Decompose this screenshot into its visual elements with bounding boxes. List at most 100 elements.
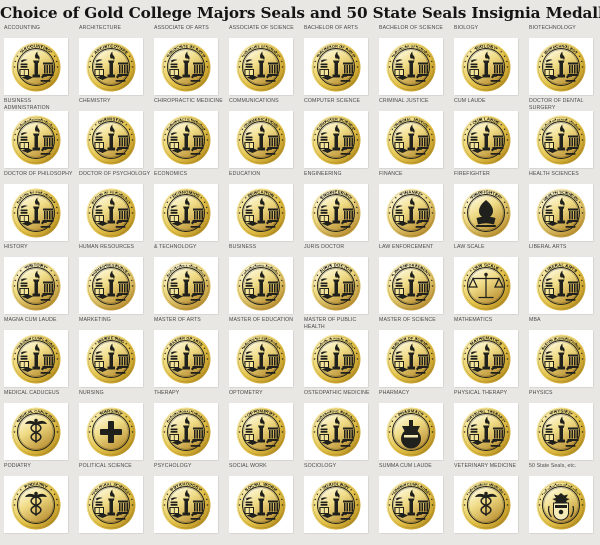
seal-tile[interactable]: OCCUPATIONAL THERAPY [154, 403, 218, 461]
seal-cell[interactable]: VETERINARY MEDICINE VETERINARY MEDICINE [452, 463, 527, 536]
seal-tile[interactable]: HISTORY [4, 257, 68, 315]
seal-cell[interactable]: POLITICAL SCIENCE POLITICAL SCIENCE [77, 463, 152, 536]
seal-tile[interactable]: COMMUNICATIONS [229, 111, 293, 169]
seal-cell[interactable]: HISTORY HISTORY [2, 244, 77, 317]
seal-tile[interactable]: PODIATRY [4, 476, 68, 534]
seal-cell[interactable]: THERAPY OCCUPATIONAL THERAPY [152, 390, 227, 463]
seal-cell[interactable]: FIREFIGHTER FIREFIGHTER [452, 171, 527, 244]
seal-cell[interactable]: MAGNA CUM LAUDE MAGNA CUM LAUDE [2, 317, 77, 390]
seal-cell[interactable]: CUM LAUDE CUM LAUDE [452, 98, 527, 171]
seal-tile[interactable]: MASTER BUSINESS ADMIN [529, 330, 593, 388]
seal-tile[interactable]: PHARMACY [379, 403, 443, 461]
seal-tile[interactable]: SUMMA CUM LAUDE [379, 476, 443, 534]
seal-cell[interactable]: NURSING NURSING [77, 390, 152, 463]
seal-cell[interactable]: LAW ENFORCEMENT LAW ENFORCEMENT [377, 244, 452, 317]
seal-tile[interactable]: POLITICAL SCIENCE [79, 476, 143, 534]
seal-cell[interactable]: CRIMINAL JUSTICE CRIMINAL JUSTICE [377, 98, 452, 171]
seal-tile[interactable]: OSTEOPATHIC MEDICINE [304, 403, 368, 461]
seal-tile[interactable]: FINANCE [379, 184, 443, 242]
seal-tile[interactable]: ECONOMICS [154, 184, 218, 242]
seal-tile[interactable]: PSYCHOLOGY [154, 476, 218, 534]
seal-cell[interactable]: 50 State Seals, etc. THE GREAT SEAL OF T… [527, 463, 600, 536]
seal-tile[interactable]: MASTER OF ARTS [154, 330, 218, 388]
seal-cell[interactable]: BACHELOR OF SCIENCE BACHELOR OF SCIENCE [377, 25, 452, 98]
seal-cell[interactable]: PHYSICS PHYSICS [527, 390, 600, 463]
seal-cell[interactable]: SOCIAL WORK SOCIAL WORK [227, 463, 302, 536]
seal-tile[interactable]: CUM LAUDE [454, 111, 518, 169]
seal-tile[interactable]: BACHELOR OF SCIENCE [379, 38, 443, 96]
seal-tile[interactable]: LAW SCALE [454, 257, 518, 315]
seal-cell[interactable]: MEDICAL CADUCEUS MEDICAL CADUCEUS [2, 390, 77, 463]
seal-cell[interactable]: PSYCHOLOGY PSYCHOLOGY [152, 463, 227, 536]
seal-tile[interactable]: ASSOCIATE OF SCIENCE [229, 38, 293, 96]
seal-tile[interactable]: HUMAN RESOURCES [79, 257, 143, 315]
seal-tile[interactable]: PHYSICAL THERAPY [454, 403, 518, 461]
seal-cell[interactable]: COMMUNICATIONS COMMUNICATIONS [227, 98, 302, 171]
seal-cell[interactable]: MARKETING MARKETING [77, 317, 152, 390]
seal-cell[interactable]: OSTEOPATHIC MEDICINE OSTEOPATHIC MEDICIN… [302, 390, 377, 463]
seal-cell[interactable]: ECONOMICS ECONOMICS [152, 171, 227, 244]
seal-tile[interactable]: COMPUTER SCIENCE [304, 111, 368, 169]
seal-cell[interactable]: DOCTOR OF DENTAL SURGERY DOCTOR OF DENTA… [527, 98, 600, 171]
seal-tile[interactable]: VETERINARY MEDICINE [454, 476, 518, 534]
seal-tile[interactable]: ACCOUNTING [4, 38, 68, 96]
seal-tile[interactable]: DOCTOR OF PHILOSOPHY [4, 184, 68, 242]
seal-cell[interactable]: BUSINESS ADMINISTRATION BUSINESS ADMINIS… [2, 98, 77, 171]
seal-tile[interactable]: LAW ENFORCEMENT [379, 257, 443, 315]
seal-tile[interactable]: NURSING [79, 403, 143, 461]
seal-tile[interactable]: MASTER OF EDUCATION [229, 330, 293, 388]
seal-cell[interactable]: OPTOMETRY OPTOMETRY [227, 390, 302, 463]
seal-tile[interactable]: ENGINEERING [304, 184, 368, 242]
seal-cell[interactable]: & TECHNOLOGY INFO SYSTEMS & TECHNOLOGY [152, 244, 227, 317]
seal-cell[interactable]: HEALTH SCIENCES HEALTH SCIENCES [527, 171, 600, 244]
seal-cell[interactable]: JURIS DOCTOR JURIS DOCTOR [302, 244, 377, 317]
seal-cell[interactable]: PHYSICAL THERAPY PHYSICAL THERAPY [452, 390, 527, 463]
seal-cell[interactable]: PODIATRY PODIATRY [2, 463, 77, 536]
seal-cell[interactable]: MASTER OF ARTS MASTER OF ARTS [152, 317, 227, 390]
seal-tile[interactable]: ASSOCIATE OF ARTS [154, 38, 218, 96]
seal-tile[interactable]: INFO SYSTEMS & TECHNOLOGY [154, 257, 218, 315]
seal-tile[interactable]: CHEMISTRY [79, 111, 143, 169]
seal-tile[interactable]: FIREFIGHTER [454, 184, 518, 242]
seal-tile[interactable]: BACHELOR OF ARTS [304, 38, 368, 96]
seal-cell[interactable]: CHIROPRACTIC MEDICINE CHIROPRACTIC MEDIC… [152, 98, 227, 171]
seal-cell[interactable]: BUSINESS INTERNATIONAL BUSINESS [227, 244, 302, 317]
seal-cell[interactable]: BIOLOGY BIOLOGY [452, 25, 527, 98]
seal-tile[interactable]: INTERNATIONAL BUSINESS [229, 257, 293, 315]
seal-tile[interactable]: MASTER OF PUBLIC HEALTH [304, 330, 368, 388]
seal-cell[interactable]: SOCIOLOGY SOCIOLOGY [302, 463, 377, 536]
seal-cell[interactable]: SUMMA CUM LAUDE SUMMA CUM LAUDE [377, 463, 452, 536]
seal-cell[interactable]: LAW SCALE LAW SCALE [452, 244, 527, 317]
seal-tile[interactable]: SOCIOLOGY [304, 476, 368, 534]
seal-tile[interactable]: CHIROPRACTIC MEDICINE [154, 111, 218, 169]
seal-cell[interactable]: PHARMACY PHARMACY [377, 390, 452, 463]
seal-tile[interactable]: JURIS DOCTOR [304, 257, 368, 315]
seal-cell[interactable]: HUMAN RESOURCES HUMAN RESOURCES [77, 244, 152, 317]
seal-cell[interactable]: CHEMISTRY CHEMISTRY [77, 98, 152, 171]
seal-tile[interactable]: HEALTH SCIENCES [529, 184, 593, 242]
seal-tile[interactable]: PHYSICS [529, 403, 593, 461]
seal-tile[interactable]: MATHEMATICS [454, 330, 518, 388]
seal-cell[interactable]: ARCHITECTURE ARCHITECTURE [77, 25, 152, 98]
seal-tile[interactable]: MARKETING [79, 330, 143, 388]
seal-cell[interactable]: BACHELOR OF ARTS BACHELOR OF ARTS [302, 25, 377, 98]
seal-cell[interactable]: DOCTOR OF PHILOSOPHY DOCTOR OF PHILOSOPH… [2, 171, 77, 244]
seal-tile[interactable]: OPTOMETRY [229, 403, 293, 461]
seal-tile[interactable]: BUSINESS ADMINISTRATION [4, 111, 68, 169]
seal-tile[interactable]: DOCTOR OF DENTAL SURGERY [529, 111, 593, 169]
seal-cell[interactable]: ASSOCIATE OF SCIENCE ASSOCIATE OF SCIENC… [227, 25, 302, 98]
seal-cell[interactable]: ASSOCIATE OF ARTS ASSOCIATE OF ARTS [152, 25, 227, 98]
seal-cell[interactable]: MASTER OF SCIENCE MASTER OF SCIENCE [377, 317, 452, 390]
seal-cell[interactable]: LIBERAL ARTS LIBERAL ARTS [527, 244, 600, 317]
seal-tile[interactable]: LIBERAL ARTS [529, 257, 593, 315]
seal-cell[interactable]: BIOTECHNOLOGY BIOTECHNOLOGY [527, 25, 600, 98]
seal-tile[interactable]: DOCTOR OF PSYCHOLOGY [79, 184, 143, 242]
seal-cell[interactable]: DOCTOR OF PSYCHOLOGY DOCTOR OF PSYCHOLOG… [77, 171, 152, 244]
seal-cell[interactable]: EDUCATION EDUCATION [227, 171, 302, 244]
seal-tile[interactable]: SOCIAL WORK [229, 476, 293, 534]
seal-cell[interactable]: MBA MASTER BUSINESS ADMIN [527, 317, 600, 390]
seal-cell[interactable]: ENGINEERING ENGINEERING [302, 171, 377, 244]
seal-tile[interactable]: CRIMINAL JUSTICE [379, 111, 443, 169]
seal-tile[interactable]: EDUCATION [229, 184, 293, 242]
seal-tile[interactable]: BIOLOGY [454, 38, 518, 96]
